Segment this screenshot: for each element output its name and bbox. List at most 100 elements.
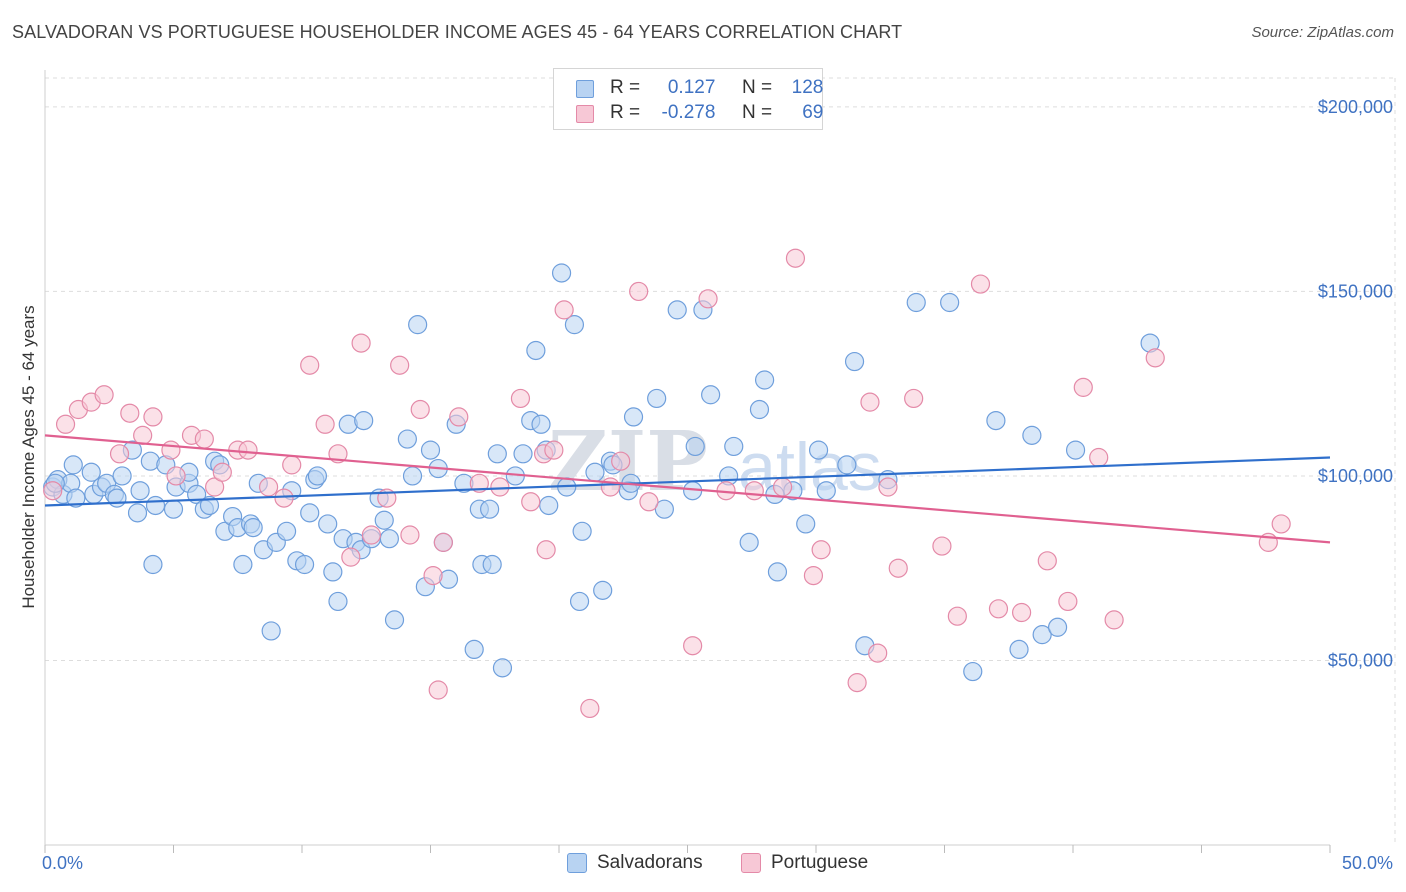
portuguese-point — [521, 492, 541, 512]
portuguese-point — [904, 388, 924, 409]
salvadoran-point — [354, 410, 374, 431]
portuguese-point — [258, 477, 279, 497]
portuguese-point — [94, 385, 114, 405]
portuguese-point — [970, 274, 991, 294]
salvadoran-point — [487, 444, 507, 464]
salvadoran-point — [66, 488, 86, 508]
salvadoran-point — [397, 429, 417, 449]
salvadoran-point — [492, 658, 513, 678]
salvadoran-point — [572, 521, 592, 541]
portuguese-point — [698, 289, 718, 309]
portuguese-point — [1037, 551, 1057, 571]
salvadoran-point — [307, 466, 328, 486]
portuguese-point — [611, 451, 631, 471]
portuguese-point — [143, 407, 163, 427]
portuguese-point — [300, 355, 320, 375]
salvadoran-point — [796, 514, 816, 534]
portuguese-point — [639, 492, 659, 512]
salvadoran-point — [1047, 617, 1068, 637]
salvadoran-point — [569, 591, 590, 612]
portuguese-point — [811, 540, 831, 560]
salvadoran-point — [243, 518, 263, 538]
salvadoran-point — [318, 514, 338, 534]
salvadoran-point — [701, 385, 721, 405]
salvadoran-point — [163, 499, 184, 519]
portuguese-point — [55, 414, 76, 434]
salvadoran-point — [593, 580, 613, 600]
salvadoran-point — [623, 407, 644, 427]
salvadoran-point — [233, 554, 253, 575]
portuguese-trend-line — [44, 434, 1331, 544]
salvadoran-point — [480, 499, 500, 519]
salvadoran-point — [199, 495, 220, 516]
portuguese-point — [847, 673, 867, 693]
portuguese-point — [544, 440, 564, 460]
portuguese-point — [1104, 610, 1124, 630]
salvadoran-point — [420, 440, 441, 460]
portuguese-point — [361, 525, 381, 545]
salvadoran-swatch — [576, 80, 594, 98]
x-tick-label: 0.0% — [42, 853, 83, 873]
salvadoran-n-value: 128 — [791, 77, 824, 98]
portuguese-point — [212, 462, 232, 482]
source-credit: Source: ZipAtlas.com — [1251, 24, 1394, 41]
salvadoran-point — [1032, 625, 1052, 645]
salvadoran-point — [143, 554, 163, 575]
salvadoran-point — [564, 315, 585, 335]
portuguese-point — [490, 477, 510, 497]
portuguese-point — [449, 407, 469, 427]
portuguese-point — [433, 532, 453, 552]
salvadoran-trend-line — [44, 456, 1331, 507]
salvadoran-point — [379, 529, 399, 549]
salvadoran-point — [685, 436, 705, 457]
salvadoran-point — [323, 562, 343, 582]
salvadoran-point — [81, 462, 101, 482]
salvadoran-point — [906, 292, 926, 313]
salvadoran-points — [43, 263, 1160, 682]
portuguese-point — [860, 392, 880, 412]
portuguese-point — [683, 636, 703, 656]
portuguese-point — [536, 540, 556, 560]
portuguese-points — [43, 248, 1291, 719]
portuguese-swatch — [576, 105, 594, 123]
legend-r-label: R = — [610, 77, 641, 98]
portuguese-point — [888, 558, 908, 578]
portuguese-point — [161, 440, 181, 460]
salvadoran-point — [1065, 440, 1086, 460]
salvadoran-point — [667, 300, 687, 320]
portuguese-point — [1058, 591, 1078, 612]
salvadoran-point — [767, 562, 788, 582]
portuguese-point — [274, 488, 294, 508]
portuguese-point — [351, 333, 371, 353]
salvadoran-point — [294, 554, 315, 575]
portuguese-point — [629, 281, 649, 302]
salvadoran-point — [408, 315, 428, 335]
portuguese-point — [423, 565, 443, 586]
salvadoran-point — [531, 414, 551, 434]
portuguese-point — [315, 414, 335, 434]
portuguese-point — [109, 444, 130, 464]
portuguese-point — [932, 536, 952, 556]
salvadoran-point — [482, 554, 502, 575]
y-tick-label: $150,000 — [1318, 281, 1393, 301]
salvadoran-point — [513, 444, 533, 464]
salvadoran-point — [724, 436, 744, 457]
portuguese-label: Portuguese — [771, 852, 869, 873]
x-tick-label: 50.0% — [1342, 853, 1393, 873]
salvadoran-point — [1022, 425, 1042, 445]
portuguese-point — [510, 388, 531, 409]
salvadoran-point — [107, 488, 127, 508]
salvadoran-point — [1009, 639, 1029, 660]
y-axis-label: Householder Income Ages 45 - 64 years — [19, 305, 38, 608]
salvadoran-point — [808, 440, 829, 460]
y-tick-label: $100,000 — [1318, 466, 1393, 486]
salvadoran-point — [464, 639, 484, 660]
portuguese-point — [341, 547, 361, 567]
salvadorans-swatch — [567, 853, 587, 873]
legend-n-label: N = — [741, 102, 773, 123]
salvadoran-point — [328, 591, 348, 612]
salvadoran-point — [384, 610, 405, 630]
portuguese-r-value: -0.278 — [661, 102, 716, 123]
legend-r-label: R = — [610, 102, 641, 123]
salvadoran-point — [63, 455, 83, 475]
